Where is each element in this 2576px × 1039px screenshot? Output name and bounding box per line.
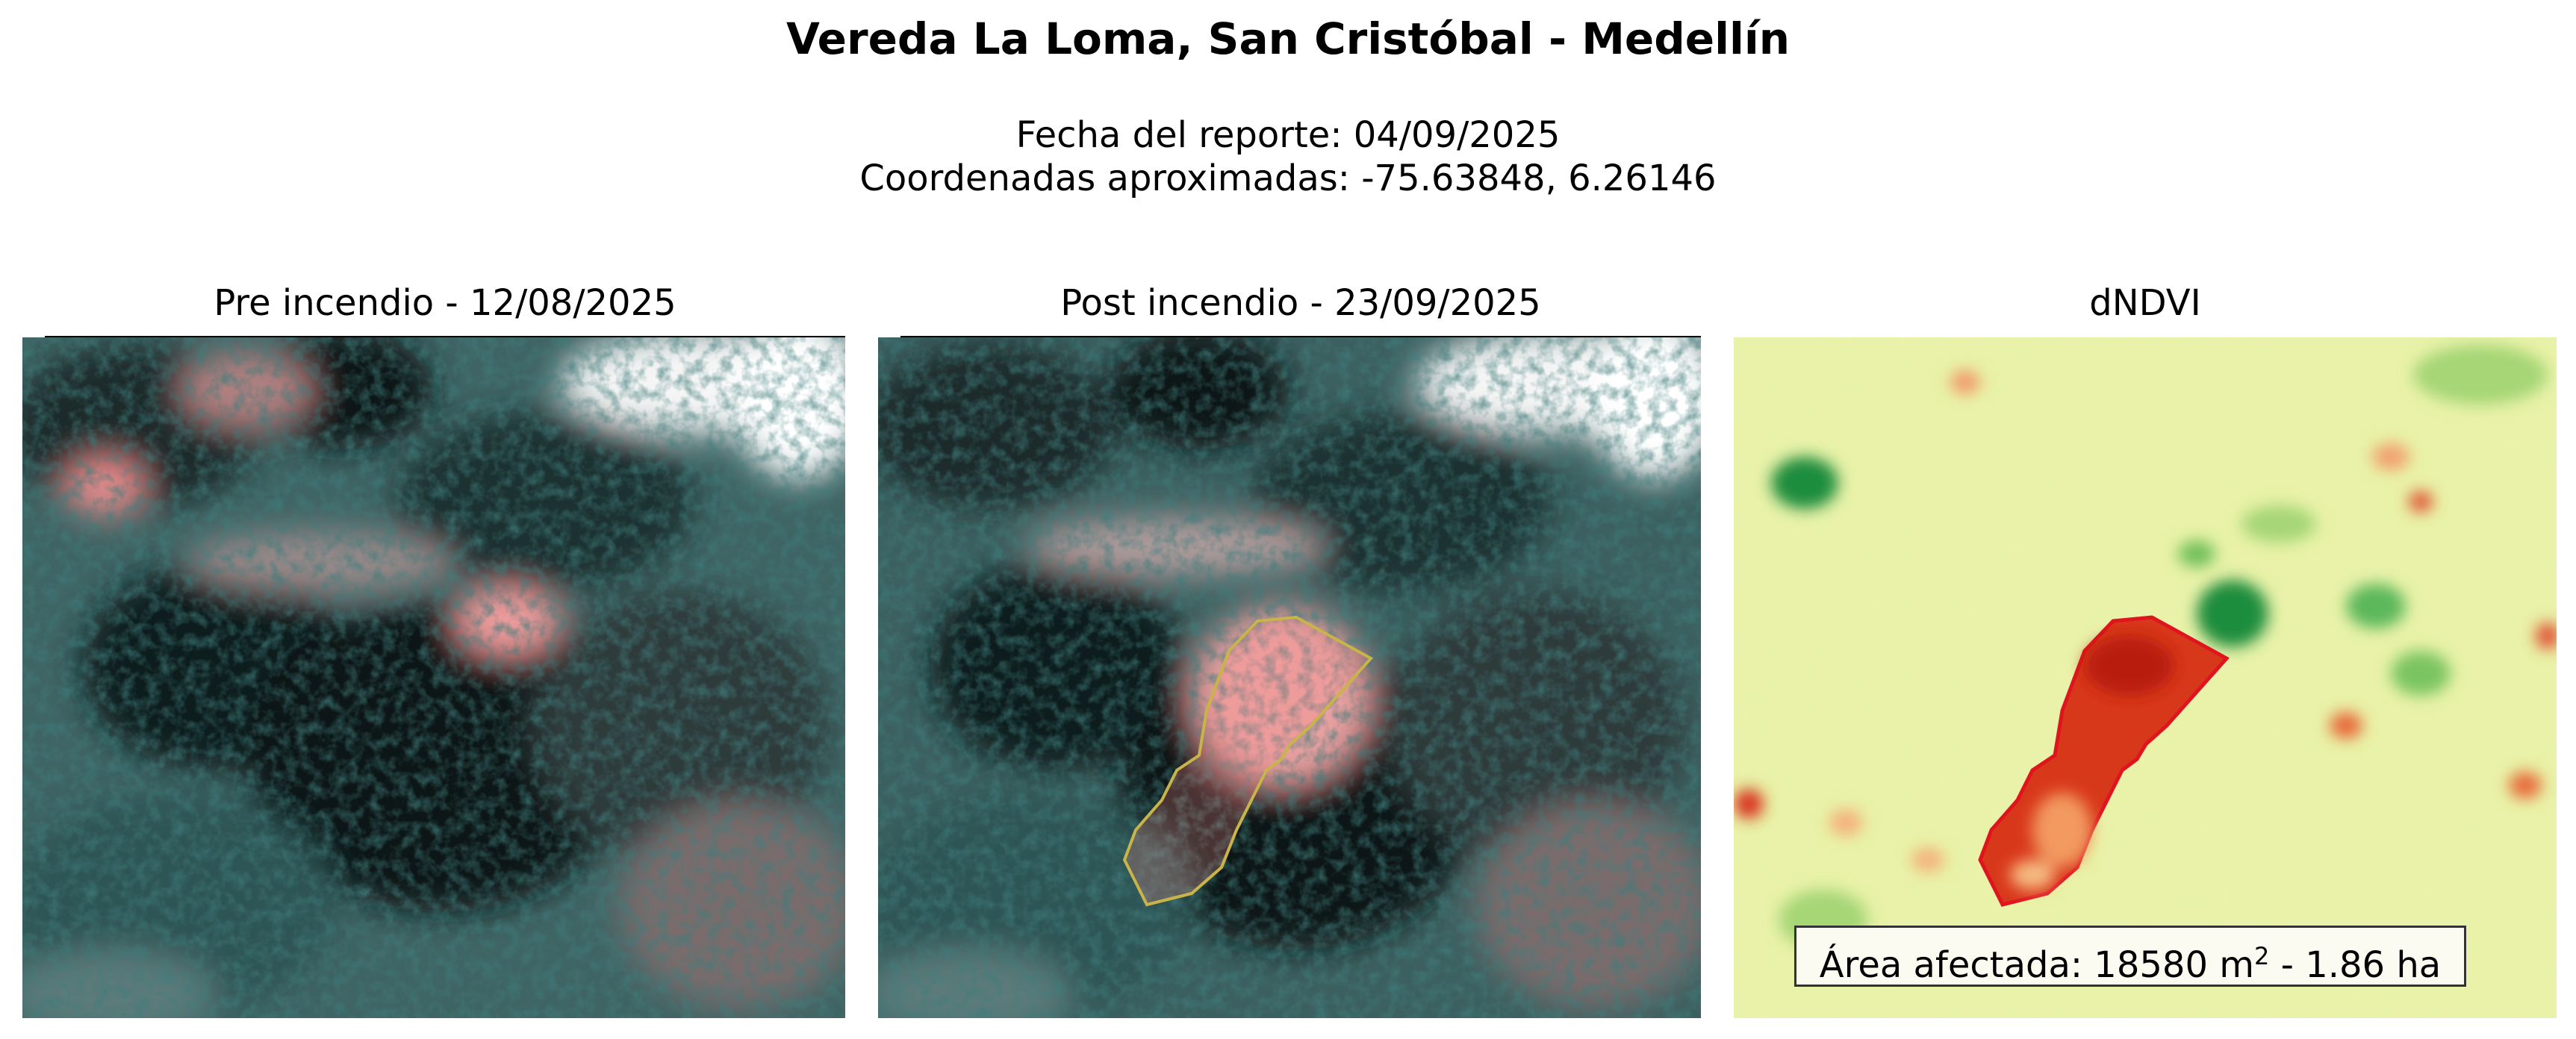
affected-area-prefix: Área afectada: 18580 m [1819,944,2255,986]
dndvi-image [1734,337,2557,1018]
affected-area-label: Área afectada: 18580 m2 - 1.86 ha [1794,926,2466,987]
dndvi-title: dNDVI [2089,282,2201,324]
report-date: Fecha del reporte: 04/09/2025 [1015,114,1561,156]
pre-fire-image [22,337,845,1018]
coordinates-text: Coordenadas aproximadas: -75.63848, 6.26… [859,157,1717,199]
affected-area-suffix: - 1.86 ha [2269,944,2442,986]
burn-scar-outline [1122,615,1374,907]
area-unit-superscript: 2 [2254,942,2270,970]
pre-fire-title: Pre incendio - 12/08/2025 [214,282,676,324]
post-fire-title: Post incendio - 23/09/2025 [1060,282,1541,324]
report-subtitle: Fecha del reporte: 04/09/2025 Coordenada… [0,113,2576,200]
figure-title: Vereda La Loma, San Cristóbal - Medellín [785,13,1791,64]
post-fire-image [878,337,1701,1018]
